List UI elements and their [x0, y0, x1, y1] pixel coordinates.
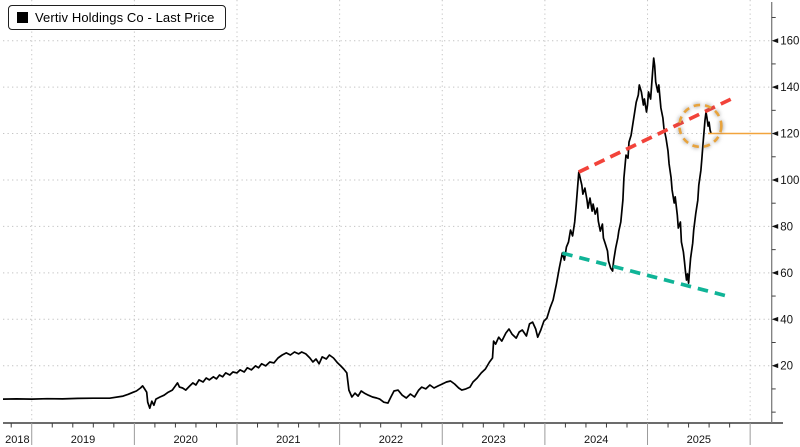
- y-tick: [771, 363, 779, 369]
- price-series: [2, 57, 712, 410]
- breakout-circle-icon: [678, 103, 723, 149]
- x-year-label: 2025: [687, 434, 711, 446]
- x-year-label: 2019: [71, 434, 95, 446]
- x-year-label: 2023: [481, 434, 505, 446]
- x-year-label: 2024: [584, 434, 608, 446]
- x-year-label: 2018: [5, 434, 29, 446]
- x-year-label: 2021: [276, 434, 300, 446]
- y-tick-label: 160: [780, 36, 799, 48]
- x-year-label: 2022: [379, 434, 403, 446]
- legend-swatch-icon: [17, 12, 28, 23]
- y-tick-label: 140: [780, 82, 799, 94]
- chart-legend: Vertiv Holdings Co - Last Price: [8, 5, 227, 30]
- support-trendline: [561, 251, 732, 299]
- y-tick-label: 100: [780, 175, 799, 187]
- y-tick-label: 20: [780, 361, 793, 373]
- y-tick-label: 120: [780, 129, 799, 141]
- axes: 20 40 60 80 100 120 140 160 2018 2019 2020 2021 2022…: [3, 2, 799, 446]
- price-line-path: [2, 57, 712, 410]
- y-tick: [771, 270, 779, 276]
- resistance-trendline: [577, 96, 735, 174]
- legend-label: Vertiv Holdings Co - Last Price: [35, 10, 215, 25]
- y-tick-label: 40: [780, 314, 793, 326]
- y-tick: [771, 224, 779, 229]
- y-tick: [771, 38, 779, 44]
- x-year-label: 2020: [173, 434, 197, 446]
- y-tick: [771, 177, 779, 183]
- gridlines: [3, 0, 772, 423]
- y-tick: [771, 316, 779, 322]
- annotations: [561, 96, 772, 299]
- y-tick-label: 80: [780, 221, 793, 233]
- y-tick: [771, 84, 779, 90]
- y-tick-label: 60: [780, 268, 793, 280]
- y-tick: [771, 131, 779, 136]
